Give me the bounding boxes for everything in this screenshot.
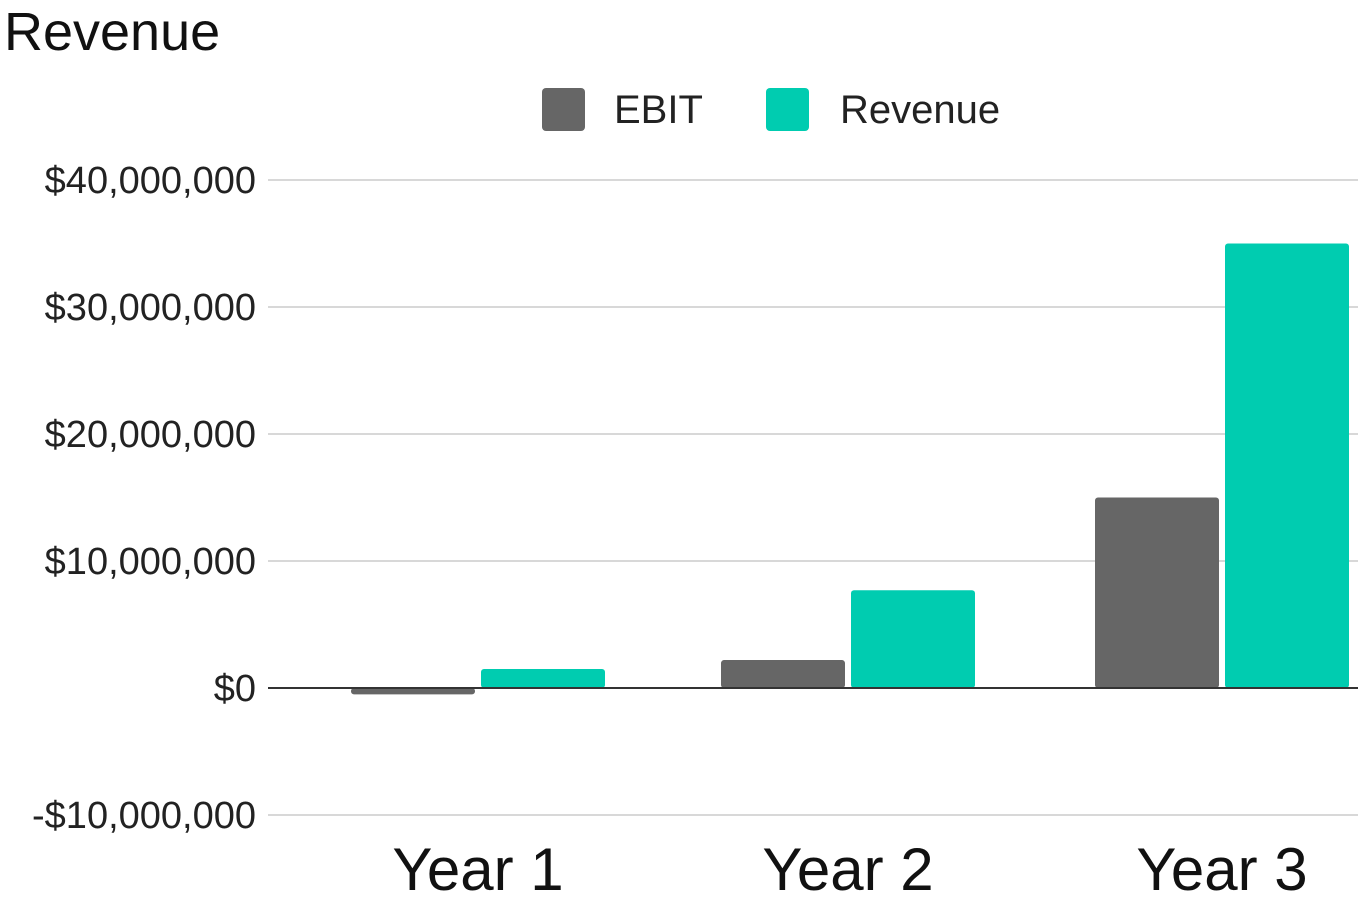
chart-legend: EBIT Revenue — [542, 88, 1000, 132]
y-tick-label: $0 — [214, 668, 256, 710]
y-tick-label: -$10,000,000 — [32, 795, 256, 837]
y-axis: -$10,000,000 $0 $10,000,000 $20,000,000 $30,… — [32, 160, 256, 837]
y-tick-label: $10,000,000 — [45, 541, 256, 583]
bar-ebit-year-1 — [351, 688, 475, 695]
bar-revenue-year-3 — [1225, 243, 1349, 688]
legend-swatch-ebit — [542, 88, 585, 131]
y-tick-label: $20,000,000 — [45, 414, 256, 456]
legend-label-ebit: EBIT — [614, 88, 703, 132]
x-tick-label: Year 2 — [762, 836, 933, 903]
bar-ebit-year-3 — [1095, 497, 1219, 688]
x-axis: Year 1 Year 2 Year 3 — [392, 836, 1307, 903]
chart-title: Revenue — [4, 2, 220, 62]
legend-swatch-revenue — [766, 88, 809, 131]
x-tick-label: Year 1 — [392, 836, 563, 903]
bar-revenue-year-1 — [481, 668, 605, 688]
bar-revenue-year-2 — [851, 590, 975, 688]
bars — [351, 243, 1349, 695]
y-tick-label: $30,000,000 — [45, 287, 256, 329]
legend-label-revenue: Revenue — [840, 88, 1000, 132]
x-tick-label: Year 3 — [1136, 836, 1307, 903]
bar-ebit-year-2 — [721, 660, 845, 688]
y-tick-label: $40,000,000 — [45, 160, 256, 202]
